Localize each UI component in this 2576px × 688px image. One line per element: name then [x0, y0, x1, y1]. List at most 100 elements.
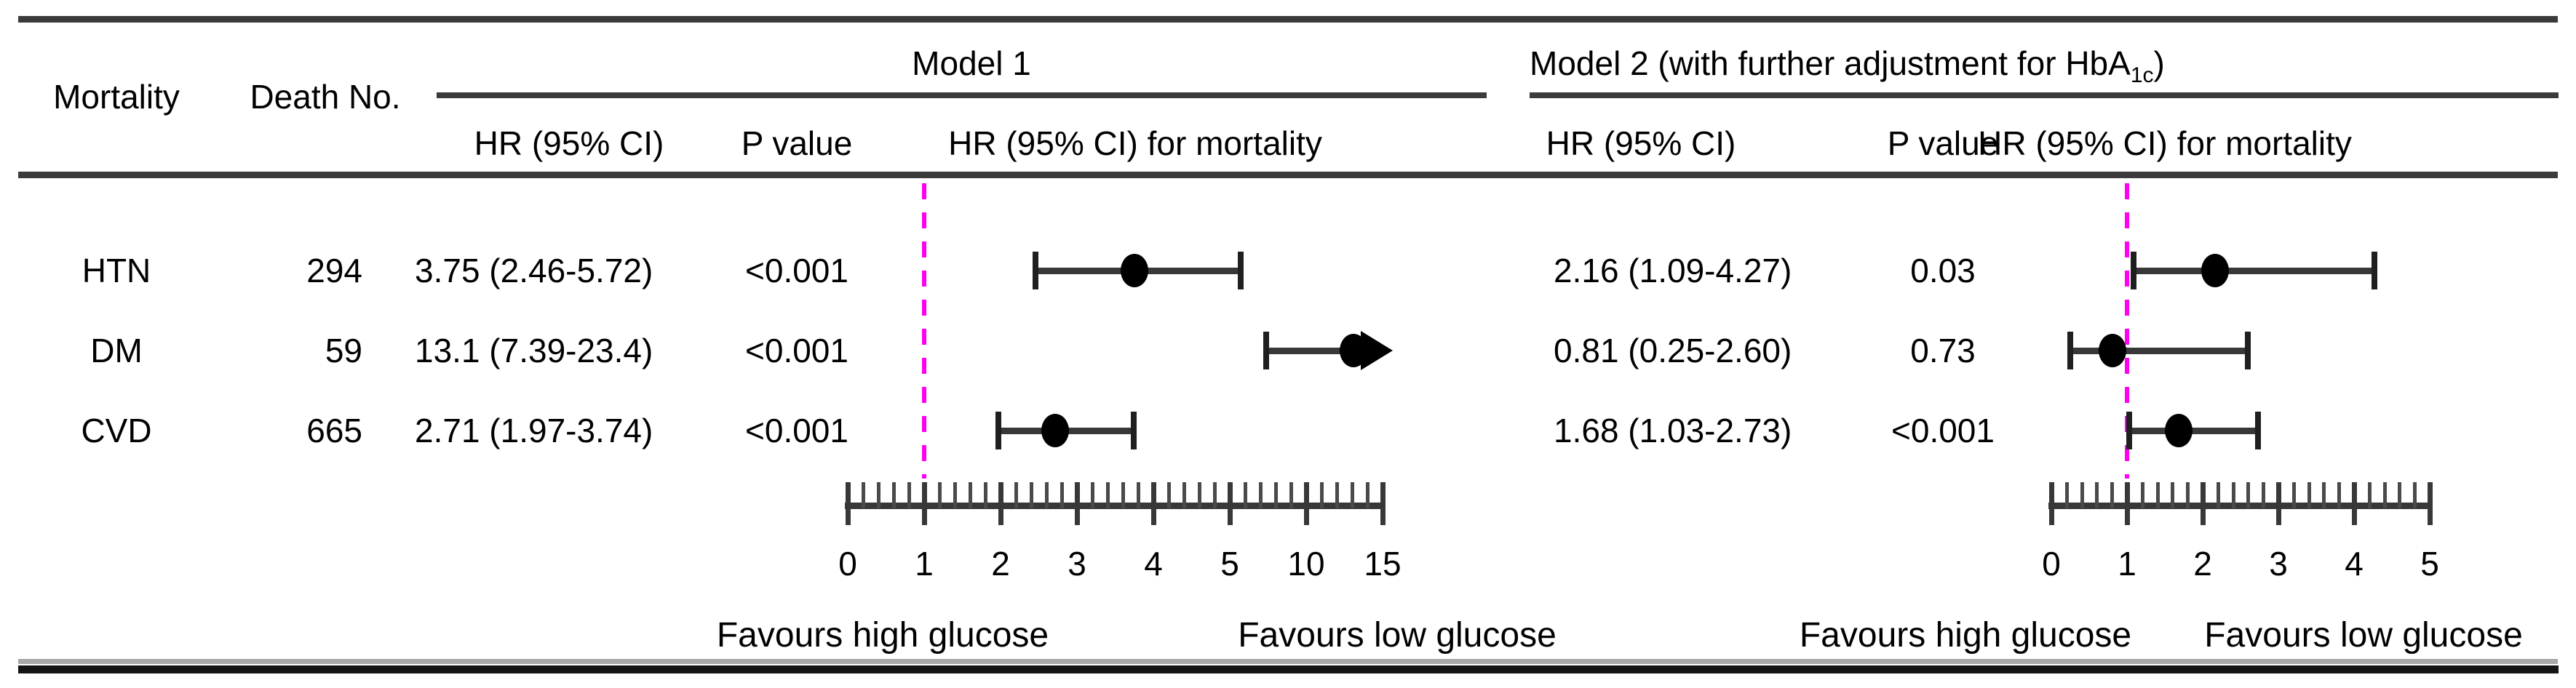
axis-minor-tick: [1167, 482, 1171, 508]
top-rule: [18, 16, 2558, 23]
row-p-value: <0.001: [745, 412, 848, 449]
axis-minor-tick: [2291, 482, 2296, 508]
bottom-rule-black: [18, 665, 2559, 673]
axis-tick-label: 4: [2345, 545, 2364, 583]
axis-minor-tick: [2322, 482, 2326, 508]
axis-major-tick: [1075, 482, 1080, 525]
axis-minor-tick: [2413, 482, 2417, 508]
ci-right-cap: [2254, 412, 2261, 449]
axis-minor-tick: [2231, 482, 2235, 508]
axis-tick-label: 0: [2042, 545, 2061, 583]
row-hr-ci-text: 3.75 (2.46-5.72): [415, 252, 653, 289]
axis-minor-tick: [907, 482, 911, 508]
axis-major-tick: [1151, 482, 1156, 525]
axis-tick-label: 3: [1068, 545, 1086, 583]
ci-bar: [2134, 268, 2375, 274]
axis-tick-label: 0: [838, 545, 857, 583]
axis-major-tick: [2352, 482, 2357, 525]
axis-major-tick: [1380, 482, 1386, 525]
axis-minor-tick: [1106, 482, 1110, 508]
ci-bar: [2070, 348, 2249, 354]
axis-major-tick: [2276, 482, 2281, 525]
ci-right-cap: [1130, 412, 1137, 449]
hr-point-marker: [2099, 334, 2127, 367]
axis-minor-tick: [2382, 482, 2387, 508]
row-death-count: 665: [306, 412, 362, 449]
axis-minor-tick: [2095, 482, 2099, 508]
hr-point-marker: [1120, 254, 1148, 287]
column-header-mortality: Mortality: [53, 78, 180, 116]
axis-tick-label: 3: [2269, 545, 2288, 583]
axis-minor-tick: [1182, 482, 1186, 508]
model1-reference-line: [922, 183, 926, 479]
axis-minor-tick: [1198, 482, 1201, 508]
axis-minor-tick: [2080, 482, 2084, 508]
model1-axis-line: [845, 503, 1386, 509]
row-hr-ci-text: 2.71 (1.97-3.74): [415, 412, 653, 449]
model2-favours-high-glucose-label: Favours high glucose: [1799, 616, 2132, 655]
axis-minor-tick: [1244, 482, 1247, 508]
model2-title-underline: [1530, 92, 2559, 98]
header-bottom-rule: [18, 172, 2558, 178]
ci-bar: [1266, 348, 1361, 354]
ci-left-cap: [1033, 252, 1039, 289]
axis-major-tick: [2049, 482, 2054, 525]
axis-tick-label: 5: [1220, 545, 1239, 583]
axis-minor-tick: [2064, 482, 2069, 508]
axis-minor-tick: [1091, 482, 1094, 508]
axis-tick-label: 2: [2193, 545, 2212, 583]
axis-major-tick: [1228, 482, 1233, 525]
axis-minor-tick: [2307, 482, 2311, 508]
axis-minor-tick: [1137, 482, 1140, 508]
row-hr-ci-text: 2.16 (1.09-4.27): [1554, 252, 1792, 289]
axis-major-tick: [1304, 482, 1309, 525]
axis-minor-tick: [1320, 482, 1324, 508]
model2-title-main: Model 2 (with further adjustment for HbA: [1530, 44, 2131, 82]
axis-minor-tick: [1259, 482, 1263, 508]
axis-minor-tick: [1030, 482, 1033, 508]
axis-minor-tick: [1351, 482, 1354, 508]
row-hr-ci-text: 1.68 (1.03-2.73): [1554, 412, 1792, 449]
model1-title-underline: [437, 92, 1487, 98]
hr-point-marker: [1340, 334, 1368, 367]
model2-plot-column-header: HR (95% CI) for mortality: [1978, 124, 2352, 162]
ci-left-cap: [2126, 412, 2133, 449]
row-p-value: <0.001: [745, 252, 848, 289]
model2-hr-column-header: HR (95% CI): [1546, 124, 1736, 162]
axis-minor-tick: [938, 482, 942, 508]
axis-tick-label: 2: [991, 545, 1010, 583]
ci-right-cap: [1238, 252, 1244, 289]
axis-major-tick: [998, 482, 1003, 525]
axis-minor-tick: [2398, 482, 2402, 508]
axis-tick-label: 5: [2420, 545, 2439, 583]
model1-hr-column-header: HR (95% CI): [474, 124, 664, 162]
model2-favours-low-glucose-label: Favours low glucose: [2204, 616, 2523, 655]
row-p-value: <0.001: [1891, 412, 1995, 449]
row-death-count: 294: [306, 252, 362, 289]
axis-minor-tick: [953, 482, 957, 508]
row-mortality-label: HTN: [82, 252, 151, 289]
axis-minor-tick: [1335, 482, 1339, 508]
axis-minor-tick: [984, 482, 987, 508]
axis-tick-label: 1: [2118, 545, 2136, 583]
ci-left-cap: [2131, 252, 2137, 289]
axis-minor-tick: [1289, 482, 1293, 508]
axis-tick-label: 4: [1144, 545, 1163, 583]
axis-tick-label: 15: [1364, 545, 1402, 583]
row-mortality-label: DM: [90, 332, 143, 369]
axis-minor-tick: [969, 482, 972, 508]
row-death-count: 59: [325, 332, 362, 369]
ci-bar: [2129, 428, 2258, 434]
model2-title-close: ): [2153, 44, 2165, 82]
hr-point-marker: [1041, 414, 1069, 447]
ci-left-cap: [995, 412, 1001, 449]
model2-reference-line: [2125, 183, 2129, 479]
axis-minor-tick: [2171, 482, 2175, 508]
axis-minor-tick: [2186, 482, 2190, 508]
model2-title-subscript: 1c: [2130, 63, 2154, 88]
axis-major-tick: [846, 482, 851, 525]
row-hr-ci-text: 0.81 (0.25-2.60): [1554, 332, 1792, 369]
axis-minor-tick: [2140, 482, 2144, 508]
axis-minor-tick: [1014, 482, 1018, 508]
